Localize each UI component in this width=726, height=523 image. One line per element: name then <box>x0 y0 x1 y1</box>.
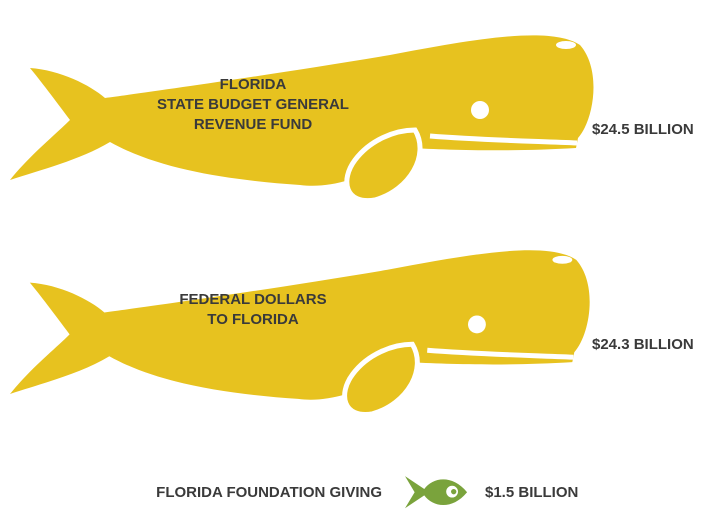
fish <box>405 476 468 509</box>
whale <box>10 250 590 417</box>
whale-eye <box>471 101 489 119</box>
category-label: FLORIDA FOUNDATION GIVING <box>156 484 382 501</box>
fish-body <box>405 476 468 509</box>
value-label: $24.5 BILLION <box>592 121 694 138</box>
whale-mouth <box>429 133 578 146</box>
whale-fin <box>344 127 423 204</box>
whale <box>10 35 594 204</box>
category-label: FLORIDA STATE BUDGET GENERAL REVENUE FUND <box>157 76 349 133</box>
whale-mouth <box>427 347 574 360</box>
value-label: $24.3 BILLION <box>592 336 694 353</box>
whale-blowhole <box>556 41 576 49</box>
whale-fin <box>342 341 420 417</box>
whale-body <box>10 250 590 400</box>
whale-blowhole <box>552 255 573 264</box>
category-label: FEDERAL DOLLARS TO FLORIDA <box>179 291 326 328</box>
whale-eye <box>467 315 486 334</box>
value-label: $1.5 BILLION <box>485 484 578 501</box>
whale-body <box>10 35 594 186</box>
fish-pupil <box>451 488 457 495</box>
